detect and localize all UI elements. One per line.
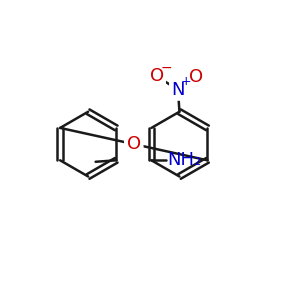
Text: O: O bbox=[150, 68, 164, 85]
Text: N: N bbox=[171, 81, 185, 99]
Text: +: + bbox=[181, 75, 191, 88]
Text: O: O bbox=[127, 135, 141, 153]
Text: −: − bbox=[160, 61, 172, 75]
Text: NH₂: NH₂ bbox=[168, 151, 202, 169]
Text: O: O bbox=[189, 68, 203, 86]
